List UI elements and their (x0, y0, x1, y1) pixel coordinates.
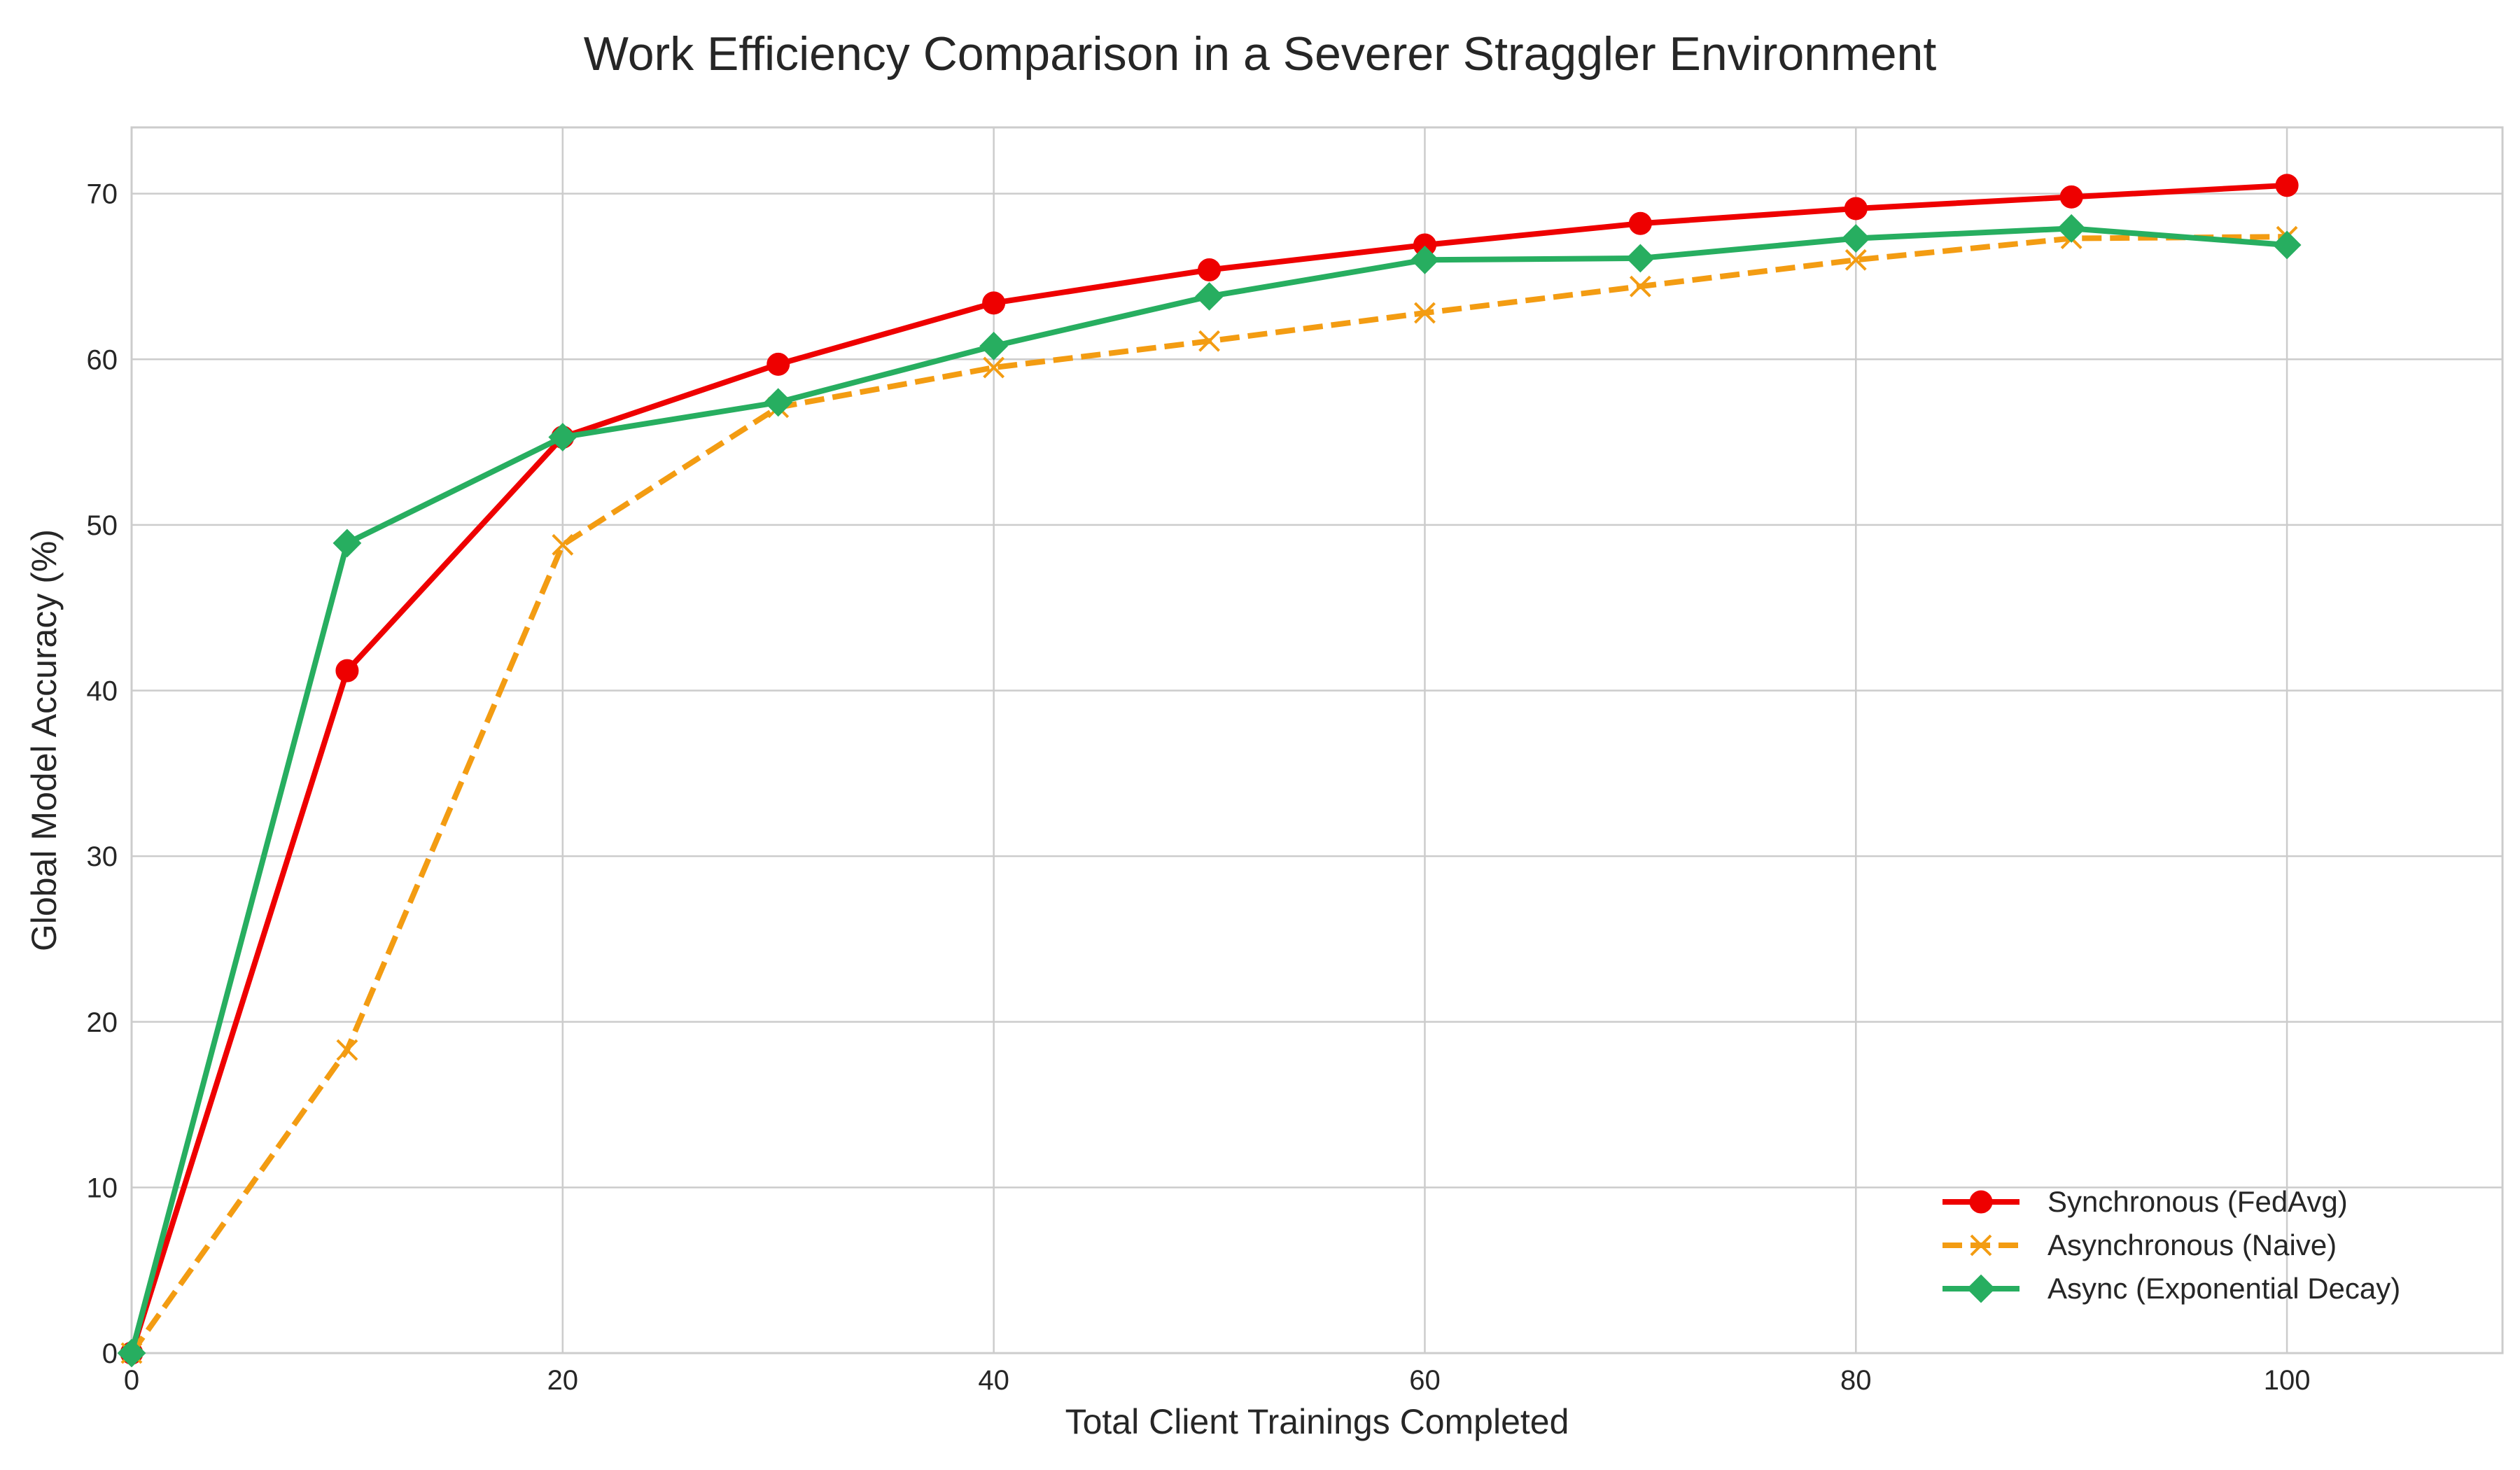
series-2 (120, 225, 2298, 1364)
data-point (1628, 211, 1652, 235)
data-point (117, 1338, 146, 1368)
legend: Synchronous (FedAvg) Asynchronous (Naive)… (1942, 1185, 2400, 1305)
data-point (1410, 245, 1439, 274)
legend-item: Asynchronous (Naive) (1942, 1228, 2337, 1261)
data-point (2275, 174, 2299, 197)
data-point (764, 388, 793, 417)
y-axis-title: Global Model Accuracy (%) (24, 529, 64, 951)
legend-marker (1970, 1234, 1992, 1256)
data-point (552, 533, 574, 556)
data-point (1414, 302, 1436, 324)
series-layer (117, 174, 2302, 1368)
y-tick-label: 70 (87, 179, 118, 210)
data-point (2272, 230, 2302, 260)
y-tick-label: 50 (87, 510, 118, 541)
y-tick-label: 60 (87, 344, 118, 375)
data-point (983, 356, 1005, 379)
x-tick-label: 100 (2264, 1365, 2311, 1396)
legend-item: Synchronous (FedAvg) (1942, 1185, 2348, 1218)
data-point (548, 423, 578, 451)
data-point (332, 528, 362, 558)
legend-label: Async (Exponential Decay) (2047, 1272, 2400, 1305)
chart-title: Work Efficiency Comparison in a Severer … (584, 27, 1937, 80)
x-axis-title: Total Client Trainings Completed (1065, 1402, 1569, 1441)
series-line (129, 182, 2288, 1354)
data-point (2059, 185, 2083, 209)
y-tick-label: 30 (87, 841, 118, 872)
series-3 (117, 214, 2302, 1368)
x-tick-label: 40 (978, 1365, 1009, 1396)
data-point (1625, 244, 1655, 273)
legend-label: Synchronous (FedAvg) (2047, 1185, 2348, 1218)
x-axis: 0 20 40 60 80 100 (124, 1365, 2311, 1396)
grid (130, 127, 2502, 1354)
data-point (1198, 330, 1220, 352)
data-point (1198, 258, 1222, 281)
data-point (979, 331, 1009, 360)
data-point (1844, 248, 1867, 271)
y-tick-label: 10 (87, 1172, 118, 1203)
legend-item: Async (Exponential Decay) (1942, 1272, 2400, 1305)
data-point (766, 352, 790, 376)
x-tick-label: 20 (547, 1365, 579, 1396)
data-point (335, 659, 359, 682)
data-point (1629, 275, 1651, 298)
x-tick-label: 0 (124, 1365, 139, 1396)
y-axis: 0 10 20 30 40 50 60 70 (87, 179, 118, 1369)
plot-frame (130, 126, 2504, 1354)
series-1 (120, 174, 2299, 1365)
y-tick-label: 20 (87, 1007, 118, 1038)
series-line (129, 234, 2288, 1355)
x-tick-label: 80 (1840, 1365, 1872, 1396)
data-point (982, 291, 1006, 315)
y-tick-label: 40 (87, 676, 118, 707)
y-tick-label: 0 (102, 1338, 118, 1369)
data-point (336, 1039, 358, 1061)
data-point (1195, 281, 1224, 311)
data-point (1844, 197, 1868, 220)
legend-marker (1969, 1190, 1993, 1214)
legend-marker (1966, 1274, 1996, 1303)
data-point (2057, 214, 2086, 243)
data-point (1841, 224, 1870, 253)
legend-label: Asynchronous (Naive) (2047, 1228, 2337, 1261)
x-tick-label: 60 (1409, 1365, 1441, 1396)
